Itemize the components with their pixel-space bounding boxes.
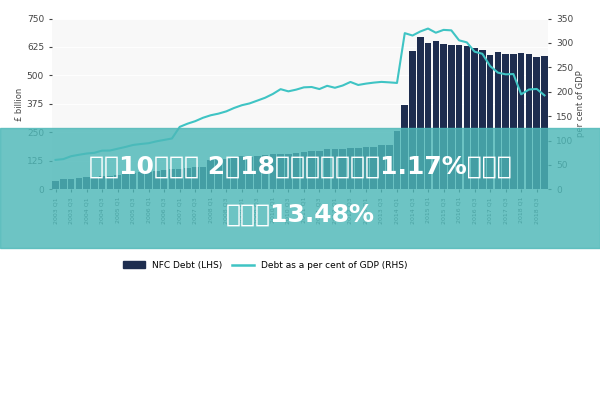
Bar [215, 158, 222, 189]
Bar [409, 51, 416, 189]
Bar [370, 147, 377, 189]
Bar [308, 152, 315, 189]
Bar [238, 156, 245, 189]
Bar [192, 166, 199, 189]
Bar [518, 53, 524, 189]
Bar [231, 158, 238, 189]
Bar [115, 175, 121, 189]
Bar [223, 159, 230, 189]
Bar [68, 179, 74, 189]
Bar [355, 148, 362, 189]
Bar [91, 176, 98, 189]
Bar [324, 150, 331, 189]
Bar [99, 176, 106, 189]
Bar [494, 52, 501, 189]
Bar [472, 48, 478, 189]
Bar [52, 181, 59, 189]
Bar [76, 178, 82, 189]
Bar [487, 54, 493, 189]
Bar [122, 174, 128, 189]
Bar [464, 46, 470, 189]
Bar [340, 149, 346, 189]
Y-axis label: £ billion: £ billion [15, 87, 24, 120]
Text: 溢价率13.48%: 溢价率13.48% [226, 202, 374, 226]
Bar [285, 154, 292, 189]
Bar [433, 41, 439, 189]
Bar [533, 57, 540, 189]
Bar [293, 153, 299, 189]
Bar [440, 44, 447, 189]
Bar [448, 45, 455, 189]
Bar [161, 170, 167, 189]
Bar [541, 56, 548, 189]
Bar [332, 149, 338, 189]
Bar [277, 154, 284, 189]
Bar [394, 131, 400, 189]
Bar [479, 50, 485, 189]
Bar [378, 145, 385, 189]
Bar [208, 160, 214, 189]
Bar [362, 147, 369, 189]
Bar [456, 45, 463, 189]
Legend: NFC Debt (LHS), Debt as a per cent of GDP (RHS): NFC Debt (LHS), Debt as a per cent of GD… [119, 258, 412, 274]
Bar [386, 145, 392, 189]
Bar [184, 168, 191, 189]
Bar [262, 155, 268, 189]
Bar [401, 104, 408, 189]
Bar [425, 44, 431, 189]
Bar [347, 148, 354, 189]
Bar [169, 169, 175, 189]
Bar [176, 169, 183, 189]
Bar [417, 37, 424, 189]
Bar [510, 54, 517, 189]
Bar [301, 152, 307, 189]
Bar [83, 177, 90, 189]
Text: 股票10倍杠杆 2月18日松霖转债下跌1.17%，转股: 股票10倍杠杆 2月18日松霖转债下跌1.17%，转股 [89, 154, 511, 178]
Bar [502, 54, 509, 189]
Bar [145, 172, 152, 189]
Bar [200, 167, 206, 189]
Bar [316, 151, 323, 189]
Bar [246, 157, 253, 189]
Bar [137, 172, 144, 189]
Bar [254, 156, 260, 189]
Bar [107, 176, 113, 189]
Bar [269, 154, 276, 189]
Bar [60, 179, 67, 189]
Bar [153, 171, 160, 189]
Y-axis label: per cent of GDP: per cent of GDP [576, 70, 585, 137]
Bar [130, 173, 136, 189]
Bar [526, 54, 532, 189]
